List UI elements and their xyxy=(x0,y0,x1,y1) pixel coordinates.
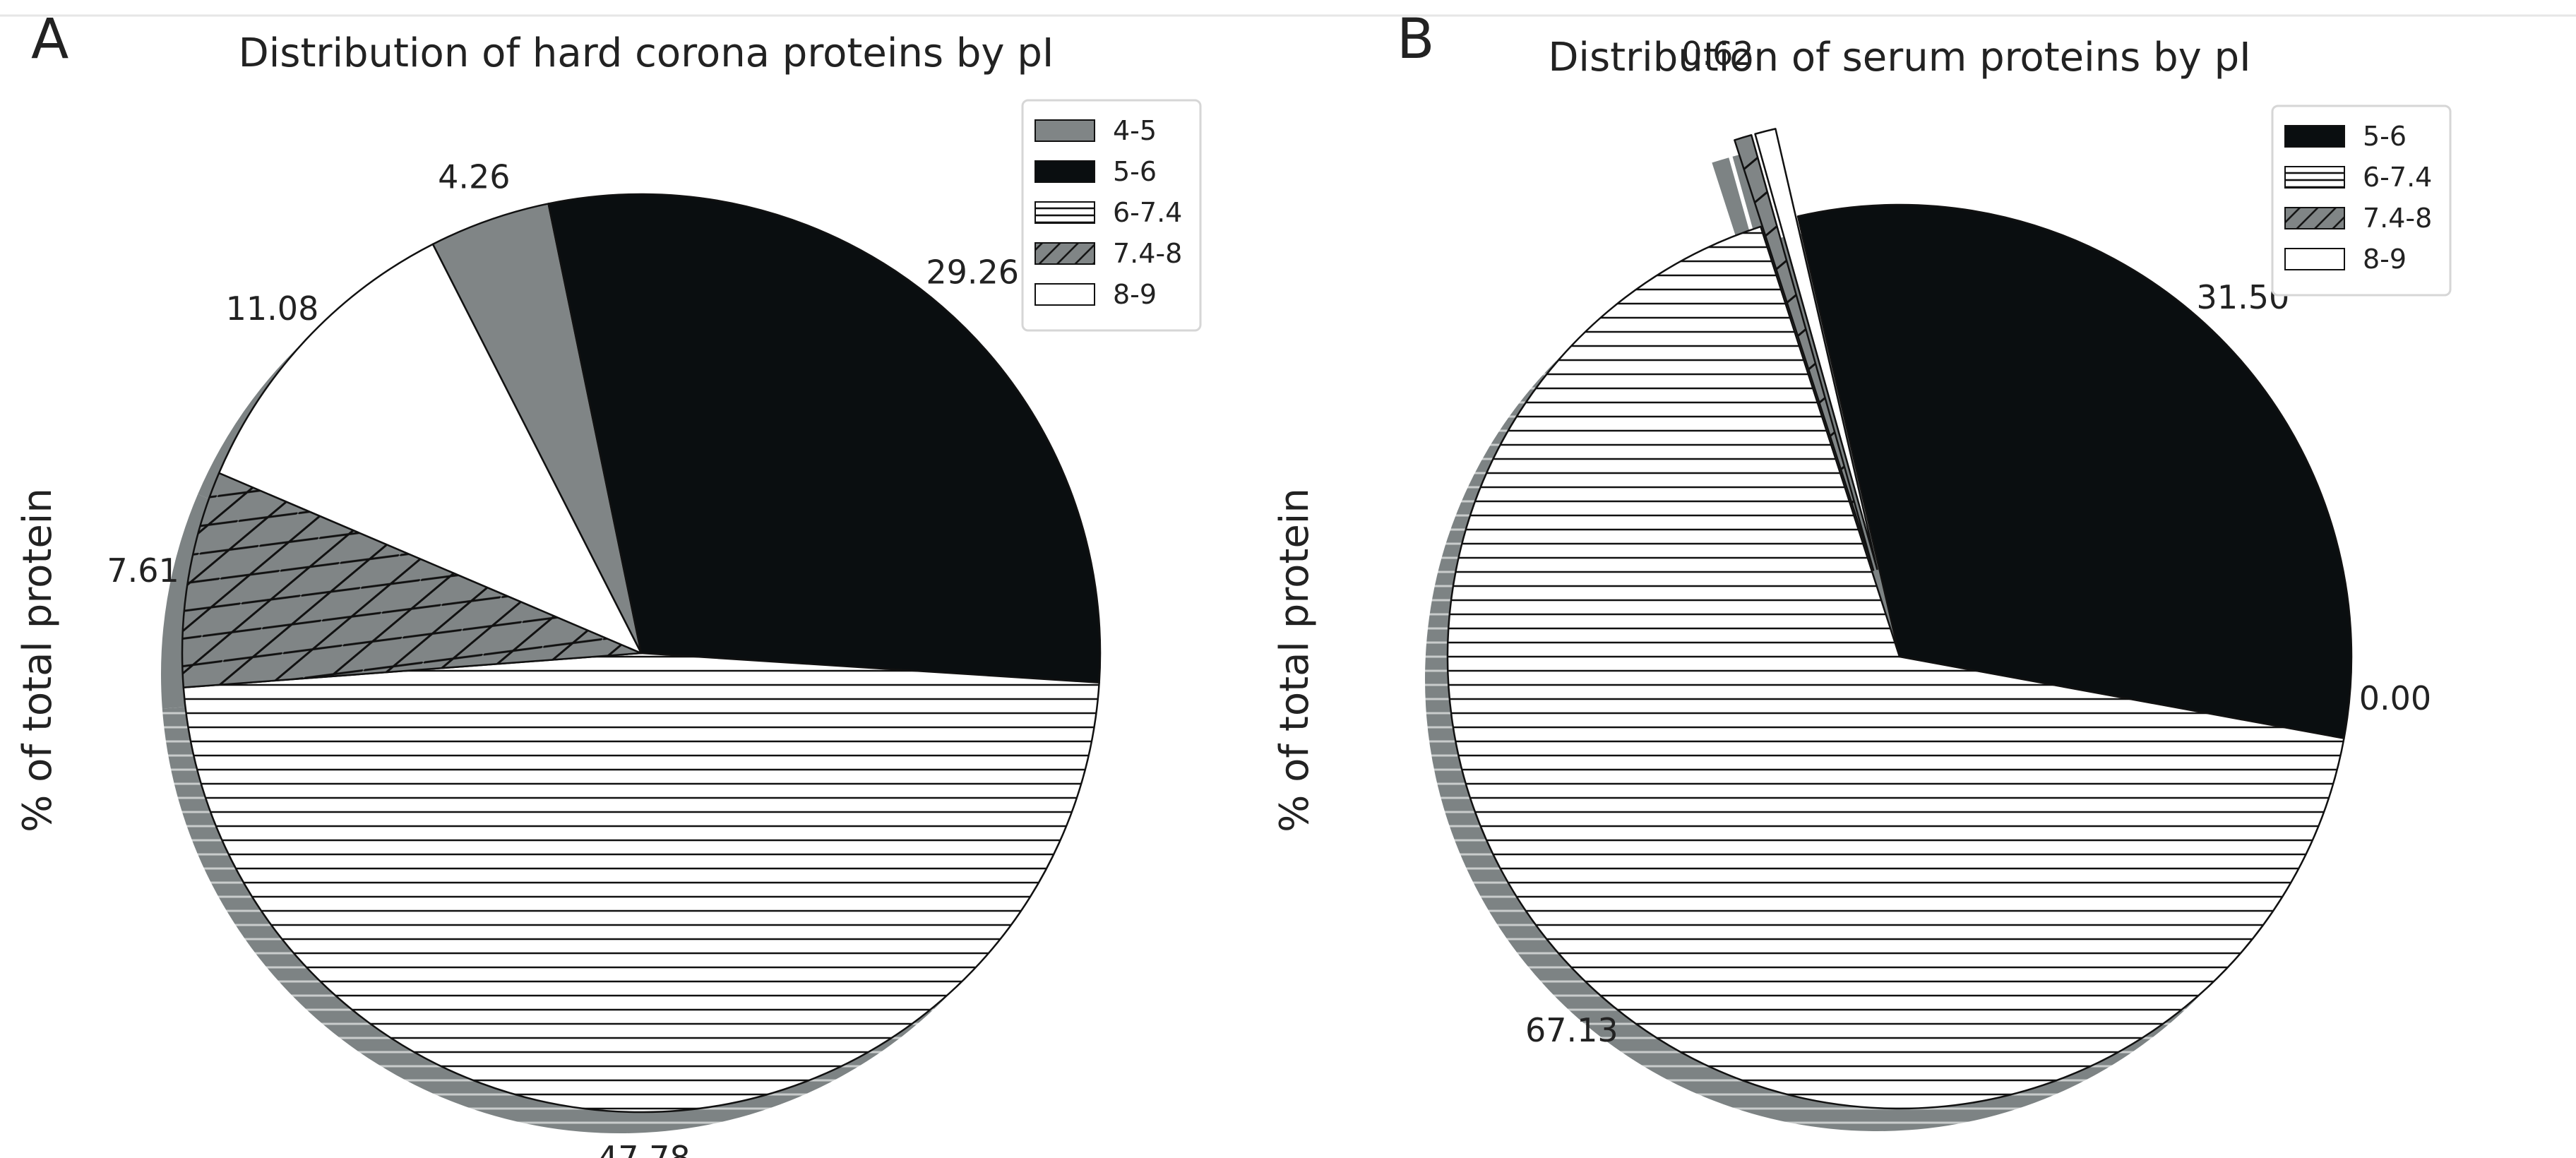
panel-a-legend-label-7_4-8: 7.4-8 xyxy=(1113,238,1182,269)
panel-b-slice-5-6 xyxy=(1796,203,2353,739)
panel-a-value-label-7_4-8: 7.61 xyxy=(107,551,179,590)
panel-b-legend-label-6-7_4: 6-7.4 xyxy=(2363,162,2432,193)
panel-b-legend: 5-6 6-7.4 7.4-8 8-9 xyxy=(2271,105,2452,297)
panel-b-title: Distribution of serum proteins by pI xyxy=(1548,35,2250,80)
panel-b-legend-label-5-6: 5-6 xyxy=(2363,121,2407,152)
panel-b-slice-7_4-8 xyxy=(1734,133,1875,571)
panel-a-legend-swatch-4-5 xyxy=(1034,119,1095,142)
panel-a-legend-swatch-6-7_4 xyxy=(1034,201,1095,224)
panel-b: B Distribution of serum proteins by pI %… xyxy=(1272,0,2452,1132)
panel-a-legend: 4-5 5-6 6-7.4 7.4-8 8-9 xyxy=(1021,99,1202,332)
panel-a-legend-label-4-5: 4-5 xyxy=(1113,115,1157,146)
panel-b-legend-label-8-9: 8-9 xyxy=(2363,244,2407,275)
panel-a-ylabel: % of total protein xyxy=(15,488,61,832)
panel-b-value-label-extra-0: 0.00 xyxy=(2359,679,2431,717)
panel-a-legend-swatch-7_4-8 xyxy=(1034,242,1095,265)
panel-b-slice-8-9 xyxy=(1754,128,1878,571)
panel-a-data-labels: 4.26 29.26 47.78 7.61 11.08 xyxy=(107,157,1019,1158)
panel-a-slice-6-7_4 xyxy=(182,652,1100,1114)
panel-b-legend-swatch-7_4-8 xyxy=(2284,207,2345,229)
panel-a-title: Distribution of hard corona proteins by … xyxy=(239,30,1054,76)
panel-a-value-label-5-6: 29.26 xyxy=(926,253,1019,292)
panel-a-legend-label-8-9: 8-9 xyxy=(1113,279,1157,310)
panel-b-value-label-7_4-8: 0.62 xyxy=(1681,35,1753,73)
panel-b-pie xyxy=(1424,128,2353,1132)
panel-b-letter: B xyxy=(1397,8,1435,71)
panel-a-legend-swatch-8-9 xyxy=(1034,283,1095,306)
panel-a-slice-7_4-8 xyxy=(181,472,643,688)
panel-b-ylabel: % of total protein xyxy=(1272,488,1318,832)
panel-a: A Distribution of hard corona proteins b… xyxy=(15,8,1202,1158)
panel-b-legend-swatch-8-9 xyxy=(2284,248,2345,270)
panel-a-legend-label-5-6: 5-6 xyxy=(1113,156,1157,187)
panel-a-letter: A xyxy=(31,8,68,71)
panel-a-value-label-4-5: 4.26 xyxy=(438,157,510,196)
panel-b-value-label-6-7_4: 67.13 xyxy=(1525,1011,1618,1049)
panel-a-pie xyxy=(160,193,1102,1134)
panel-a-legend-label-6-7_4: 6-7.4 xyxy=(1113,197,1182,228)
panel-b-legend-label-7_4-8: 7.4-8 xyxy=(2363,203,2432,234)
panel-b-legend-swatch-6-7_4 xyxy=(2284,166,2345,189)
panel-a-value-label-8-9: 11.08 xyxy=(226,290,319,328)
panel-a-slice-4-5 xyxy=(431,203,643,655)
panel-a-slice-5-6 xyxy=(547,193,1102,684)
panel-a-value-label-6-7_4: 47.78 xyxy=(597,1139,691,1158)
panel-b-value-label-8-9: 0.74 xyxy=(1692,0,1764,4)
panel-a-legend-frame xyxy=(1021,99,1202,332)
panel-b-legend-swatch-5-6 xyxy=(2284,125,2345,148)
panel-b-slice-6-7_4 xyxy=(1446,225,2345,1110)
panel-a-slice-8-9 xyxy=(217,243,643,655)
panel-a-legend-swatch-5-6 xyxy=(1034,160,1095,183)
